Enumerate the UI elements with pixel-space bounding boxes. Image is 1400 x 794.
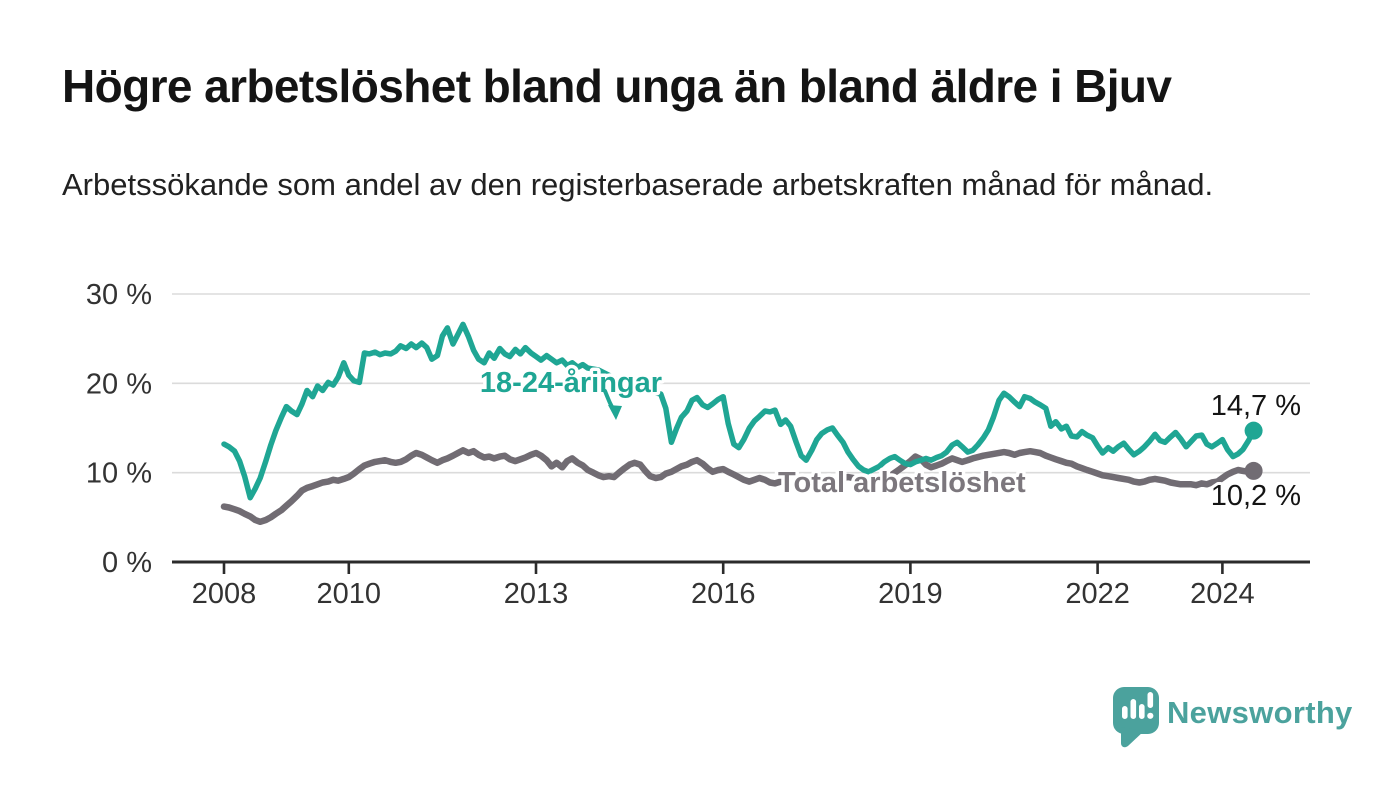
x-tick-label-2010: 2010	[317, 578, 382, 610]
y-tick-label-10: 10 %	[86, 458, 152, 490]
x-tick-label-2024: 2024	[1190, 578, 1255, 610]
series-label-total: Total arbetslöshet	[778, 467, 1026, 499]
series-line-young	[221, 321, 1257, 501]
speech-bubble-bar-chart-icon	[1113, 687, 1159, 748]
end-value-label-young: 14,7 %	[1211, 390, 1301, 422]
series-label-young: 18-24-åringar	[480, 367, 662, 399]
brand-name: Newsworthy	[1167, 695, 1353, 730]
page-title: Högre arbetslöshet bland unga än bland ä…	[62, 60, 1172, 112]
logo-bar-1	[1122, 706, 1128, 719]
x-axis	[172, 560, 1310, 574]
y-axis-labels: 0 % 10 % 20 % 30 %	[86, 279, 152, 579]
x-tick-label-2019: 2019	[878, 578, 943, 610]
x-tick-label-2013: 2013	[504, 578, 569, 610]
logo-exclamation-dot	[1147, 712, 1154, 719]
y-tick-label-30: 30 %	[86, 279, 152, 311]
end-dot-total	[1244, 461, 1263, 480]
x-tick-label-2016: 2016	[691, 578, 756, 610]
x-tick-label-2022: 2022	[1065, 578, 1130, 610]
arrow-head	[608, 405, 622, 420]
x-tick-label-2008: 2008	[192, 578, 257, 610]
logo-bar-2	[1130, 699, 1137, 719]
logo-bars	[1122, 692, 1154, 719]
y-tick-label-0: 0 %	[102, 547, 152, 579]
logo-bar-3	[1139, 704, 1145, 719]
end-dot-young	[1244, 421, 1263, 440]
brand-logo: Newsworthy	[1113, 687, 1353, 748]
y-tick-label-20: 20 %	[86, 368, 152, 400]
logo-exclamation-bar	[1147, 692, 1154, 708]
down-arrow-icon	[603, 389, 622, 420]
series-annotations: 18-24-åringar Total arbetslöshet 14,7 % …	[476, 364, 1304, 516]
series-line-total	[220, 447, 1257, 526]
logo-bubble-tail	[1121, 727, 1144, 748]
x-axis-labels: 2008 2010 2013 2016 2019 2022 2024	[192, 578, 1255, 610]
chart-series	[220, 321, 1263, 526]
end-value-label-total: 10,2 %	[1211, 480, 1301, 512]
chart-subtitle: Arbetssökande som andel av den registerb…	[62, 167, 1214, 202]
